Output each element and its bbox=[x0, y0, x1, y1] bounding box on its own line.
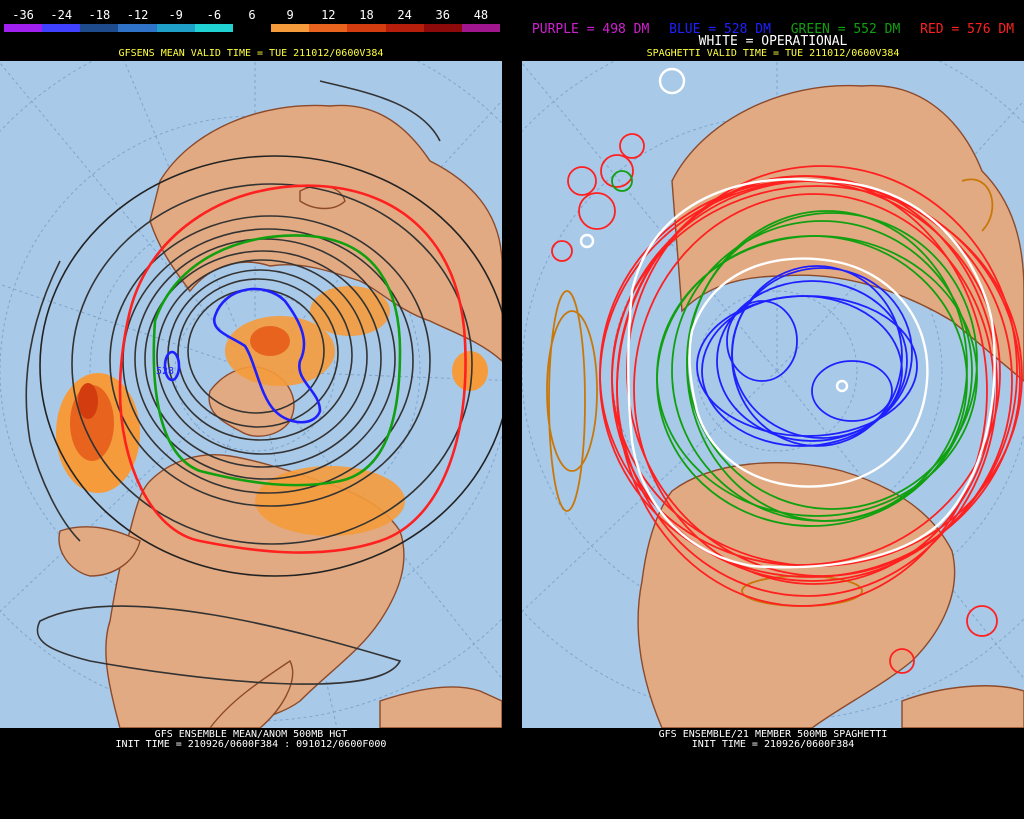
colorbar-swatch bbox=[156, 24, 195, 32]
spaghetti-footer-init-time: INIT TIME = 210926/0600F384 bbox=[691, 739, 855, 750]
colorbar-swatch bbox=[385, 24, 424, 32]
mean-footer-title: GFS ENSEMBLE MEAN/ANOM 500MB HGT bbox=[154, 729, 348, 740]
colorbar-tick-label: 12 bbox=[321, 8, 336, 22]
colorbar-swatch bbox=[118, 24, 157, 32]
operational-run bbox=[579, 67, 996, 569]
spaghetti-panel: PURPLE = 498 DM BLUE = 528 DM GREEN = 55… bbox=[522, 0, 1024, 819]
colorbar-tick-label: -9 bbox=[168, 8, 183, 22]
blue-528-small-contour bbox=[163, 350, 181, 382]
green-552-contour bbox=[152, 234, 402, 487]
mean-footer-init-time: INIT TIME = 210926/0600F384 : 091012/060… bbox=[115, 739, 387, 750]
colorbar-tick-label: -36 bbox=[12, 8, 34, 22]
colorbar-swatch bbox=[271, 24, 310, 32]
red-members bbox=[551, 133, 1023, 674]
colorbar-tick-label: -18 bbox=[88, 8, 111, 22]
legend-purple: PURPLE = 498 DM bbox=[531, 22, 650, 37]
colorbar-tick-label: -24 bbox=[50, 8, 73, 22]
south-america bbox=[901, 685, 1024, 728]
colorbar-tick-label: 36 bbox=[435, 8, 450, 22]
colorbar-tick-label: -12 bbox=[126, 8, 149, 22]
spaghetti-footer-title: GFS ENSEMBLE/21 MEMBER 500MB SPAGHETTI bbox=[658, 729, 888, 740]
colorbar-swatch bbox=[232, 24, 272, 32]
colorbar-swatch bbox=[461, 24, 501, 32]
legend-blue: BLUE = 528 DM bbox=[669, 22, 771, 37]
blue-528-contour bbox=[212, 287, 322, 424]
height-contours bbox=[25, 80, 502, 685]
legend-red: RED = 576 DM bbox=[920, 22, 1015, 37]
colorbar-tick-label: 24 bbox=[397, 8, 412, 22]
spaghetti-map bbox=[522, 61, 1024, 728]
colorbar-tick-labels: -36 -24 -18 -12 -9 -6 6 9 12 18 24 36 48 bbox=[4, 9, 500, 22]
legend-green: GREEN = 552 DM bbox=[790, 22, 901, 37]
colorbar-swatch bbox=[309, 24, 348, 32]
reference-contours bbox=[118, 184, 467, 554]
blue-members bbox=[696, 265, 918, 447]
red-576-contour bbox=[118, 184, 467, 554]
colorbar-tick-label: 9 bbox=[286, 8, 294, 22]
spaghetti-legend: PURPLE = 498 DM BLUE = 528 DM GREEN = 55… bbox=[522, 23, 1024, 37]
colorbar-swatch bbox=[4, 24, 43, 32]
colorbar-tick-label: -6 bbox=[206, 8, 222, 22]
spaghetti-valid-time-header: SPAGHETTI VALID TIME = TUE 211012/0600V3… bbox=[646, 48, 900, 59]
colorbar-swatch bbox=[80, 24, 119, 32]
colorbar-tick-label: 6 bbox=[248, 8, 256, 22]
ensemble-mean-panel: -36 -24 -18 -12 -9 -6 6 9 12 18 24 36 48 GFSENS MEAN… bbox=[0, 0, 502, 819]
green-members bbox=[611, 170, 978, 527]
anomaly-colorbar bbox=[4, 24, 501, 32]
colorbar-swatch bbox=[347, 24, 386, 32]
legend-white-operational: WHITE = OPERATIONAL bbox=[698, 34, 848, 49]
mean-anomaly-map: 528 bbox=[0, 61, 502, 728]
spaghetti-contours bbox=[546, 67, 1023, 674]
south-america bbox=[379, 686, 502, 728]
contour-label-528: 528 bbox=[156, 366, 174, 377]
colorbar-swatch bbox=[194, 24, 233, 32]
colorbar-swatch bbox=[423, 24, 462, 32]
colorbar-swatch bbox=[42, 24, 81, 32]
central-america bbox=[209, 659, 294, 728]
panel-divider bbox=[502, 0, 522, 819]
colorbar-tick-label: 48 bbox=[473, 8, 489, 22]
colorbar-tick-label: 18 bbox=[359, 8, 374, 22]
mean-valid-time-header: GFSENS MEAN VALID TIME = TUE 211012/0600… bbox=[118, 48, 384, 59]
